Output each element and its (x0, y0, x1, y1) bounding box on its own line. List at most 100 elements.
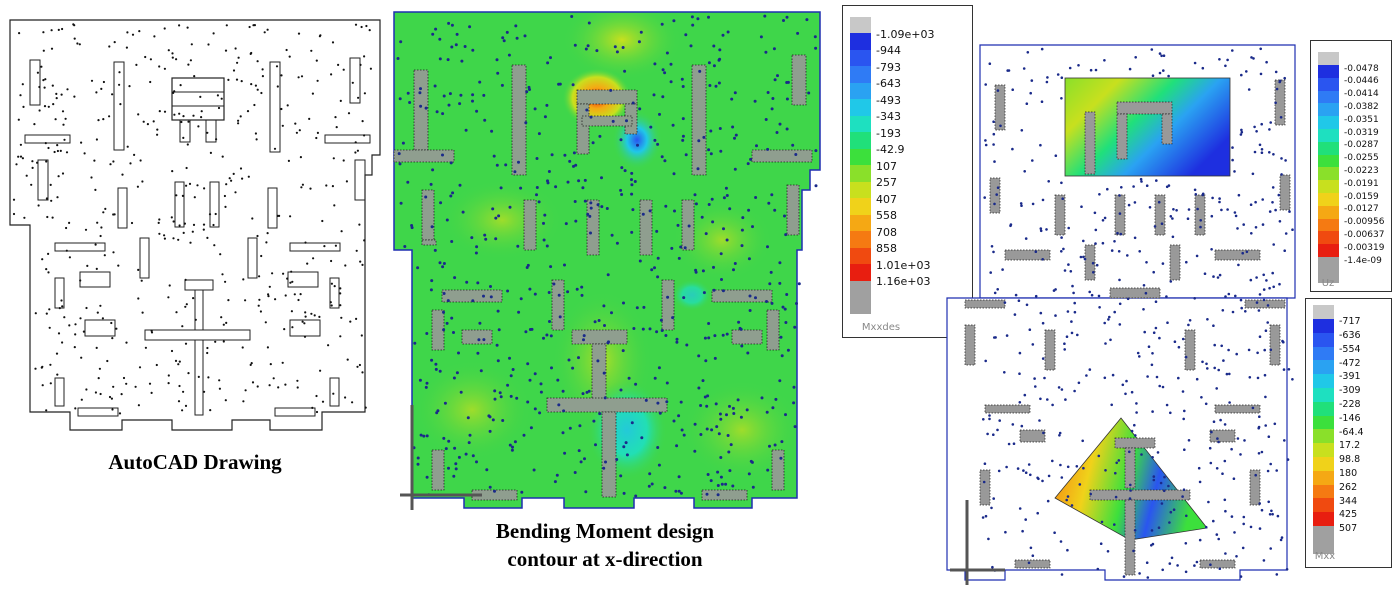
column-marker (1020, 129, 1024, 132)
column-marker (675, 444, 679, 448)
column-marker (1071, 284, 1074, 288)
column-marker (1060, 97, 1063, 100)
column-marker (184, 278, 187, 281)
column-marker (1096, 567, 1100, 571)
column-marker (1210, 248, 1213, 251)
column-marker (363, 134, 366, 137)
column-marker (182, 231, 185, 234)
column-marker (791, 143, 795, 147)
column-marker (545, 333, 549, 337)
legend_mxx-swatch (1313, 457, 1334, 471)
autocad-floor-plan (9, 19, 381, 431)
column-marker (1024, 471, 1028, 475)
column-marker (1025, 102, 1029, 105)
column-marker (1260, 148, 1264, 151)
column-marker (716, 470, 720, 474)
column-marker (988, 414, 991, 417)
column-marker (740, 244, 744, 248)
column-marker (694, 202, 698, 206)
column-marker (717, 432, 721, 436)
column-marker (784, 321, 788, 324)
column-marker (244, 299, 247, 302)
autocad-shear-wall (37, 159, 49, 201)
column-marker (731, 406, 735, 410)
column-marker (648, 209, 652, 213)
column-marker (457, 351, 460, 355)
column-marker (1169, 215, 1173, 218)
column-marker (359, 260, 362, 263)
column-marker (746, 351, 750, 355)
column-marker (152, 120, 155, 123)
column-marker (450, 240, 454, 243)
column-marker (117, 264, 120, 267)
column-marker (705, 427, 709, 431)
column-marker (49, 382, 52, 385)
column-marker (202, 228, 205, 231)
column-marker (482, 294, 485, 298)
column-marker (1213, 366, 1216, 370)
legend_uz-swatch (1318, 205, 1339, 219)
column-marker (1028, 328, 1032, 332)
column-marker (1160, 222, 1164, 225)
column-marker (202, 223, 206, 226)
column-marker (1156, 451, 1160, 454)
column-marker (90, 176, 93, 179)
column-marker (178, 224, 181, 227)
column-marker (1046, 499, 1050, 503)
column-marker (697, 354, 701, 358)
column-marker (315, 394, 318, 398)
column-marker (538, 411, 542, 415)
column-marker (137, 297, 140, 300)
column-marker (737, 320, 741, 324)
column-marker (1012, 442, 1016, 446)
legend_uz-value-label: -0.0287 (1344, 140, 1379, 151)
column-marker (1039, 227, 1043, 230)
legend_mxx-value-label: 425 (1339, 509, 1358, 521)
column-marker (1187, 208, 1191, 211)
column-marker (1132, 549, 1135, 553)
column-marker (339, 287, 342, 290)
column-marker (1231, 146, 1234, 149)
column-marker (331, 41, 335, 44)
column-marker (104, 207, 107, 210)
column-marker (1195, 254, 1199, 258)
legend_mxxdes-swatch (850, 99, 871, 116)
column-marker (727, 450, 731, 454)
column-marker (494, 237, 498, 241)
column-marker (46, 215, 49, 219)
column-marker (447, 21, 451, 25)
column-marker (85, 306, 88, 310)
column-marker (1155, 375, 1159, 379)
column-marker (642, 305, 646, 309)
column-marker (785, 127, 789, 131)
column-marker (1224, 552, 1227, 555)
column-marker (505, 30, 509, 34)
column-marker (1039, 397, 1042, 401)
column-marker (265, 241, 268, 244)
column-marker (363, 92, 366, 95)
column-marker (200, 116, 203, 119)
column-marker (131, 33, 135, 36)
column-marker (523, 34, 527, 38)
column-marker (125, 382, 128, 385)
column-marker (765, 300, 768, 303)
column-marker (792, 385, 796, 389)
column-marker (93, 159, 96, 162)
column-marker (228, 177, 231, 180)
column-marker (1171, 217, 1174, 220)
column-marker (351, 81, 354, 84)
column-marker (786, 348, 790, 352)
column-marker (631, 208, 635, 212)
column-marker (546, 179, 549, 183)
column-marker (693, 422, 697, 426)
column-marker (1066, 495, 1070, 498)
column-marker (1145, 561, 1149, 564)
column-marker (1239, 133, 1243, 136)
legend_uz-swatch (1318, 244, 1339, 257)
column-marker (1117, 250, 1121, 253)
column-marker (74, 407, 77, 410)
column-marker (177, 363, 180, 366)
column-marker (1272, 153, 1275, 156)
column-marker (425, 381, 429, 385)
column-marker (323, 245, 326, 248)
